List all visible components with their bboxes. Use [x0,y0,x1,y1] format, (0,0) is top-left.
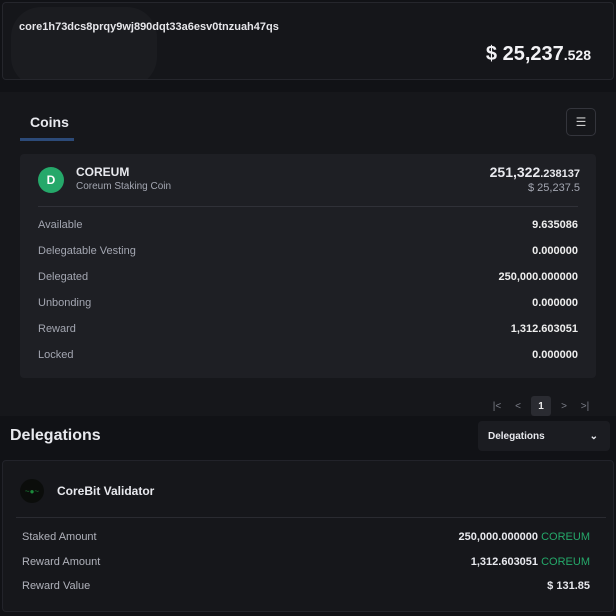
coin-symbol: COREUM [76,165,130,179]
prev-page-button[interactable]: < [515,400,521,412]
row-value: 0.000000 [532,245,578,257]
chevron-down-icon: ⌄ [589,430,598,442]
delegations-dropdown[interactable]: Delegations ⌄ [478,421,610,451]
row-value: 0.000000 [532,349,578,361]
row-label: Delegatable Vesting [38,245,136,257]
coin-row-available: Available 9.635086 [38,219,578,235]
staked-amount-row: Staked Amount 250,000.000000 COREUM [22,531,590,543]
coreum-logo-icon: D [38,167,64,193]
dropdown-value: Delegations [488,430,545,442]
validator-name[interactable]: CoreBit Validator [57,484,155,498]
row-value: 250,000.000000 [498,271,578,283]
reward-value-row: Reward Value $ 131.85 [22,580,590,592]
coin-row-locked: Locked 0.000000 [38,349,578,365]
coin-row-unbonding: Unbonding 0.000000 [38,297,578,313]
row-value: 1,312.603051 COREUM [470,556,590,568]
next-page-button[interactable]: > [561,400,567,412]
first-page-button[interactable]: |< [492,400,502,412]
divider [38,206,578,207]
filter-button[interactable]: ☰ [566,108,596,136]
background-logo-icon [11,7,157,79]
total-balance: $ 25,237.528 [485,43,591,65]
row-value: $ 131.85 [547,580,590,592]
row-label: Staked Amount [22,531,97,543]
divider [16,517,606,518]
validator-logo-icon: ~●~ [20,479,44,503]
row-value: 0.000000 [532,297,578,309]
coin-card[interactable] [20,154,596,378]
tab-coins[interactable]: Coins [30,114,69,130]
tab-active-indicator [20,138,74,141]
page-1-button[interactable]: 1 [531,396,551,416]
filter-icon: ☰ [575,115,587,129]
last-page-button[interactable]: >| [580,400,590,412]
validator-card [2,460,614,612]
row-value: 9.635086 [532,219,578,231]
row-label: Delegated [38,271,89,283]
row-label: Reward [38,323,76,335]
delegations-heading: Delegations [10,427,101,444]
row-value: 250,000.000000 COREUM [458,531,590,543]
row-label: Available [38,219,83,231]
row-label: Reward Amount [22,556,101,568]
row-value: 1,312.603051 [510,323,578,335]
reward-amount-row: Reward Amount 1,312.603051 COREUM [22,556,590,568]
coin-row-delegatable-vesting: Delegatable Vesting 0.000000 [38,245,578,261]
account-card: core1h73dcs8prqy9wj890dqt33a6esv0tnzuah4… [2,2,614,80]
coin-name: Coreum Staking Coin [76,181,172,192]
row-label: Unbonding [38,297,92,309]
coin-row-delegated: Delegated 250,000.000000 [38,271,578,287]
row-label: Locked [38,349,74,361]
row-label: Reward Value [22,580,91,592]
coin-usd-value: $ 25,237.5 [528,182,580,194]
coin-amount: 251,322.238137 [489,164,580,180]
account-address: core1h73dcs8prqy9wj890dqt33a6esv0tnzuah4… [19,21,279,33]
coin-row-reward: Reward 1,312.603051 [38,323,578,339]
